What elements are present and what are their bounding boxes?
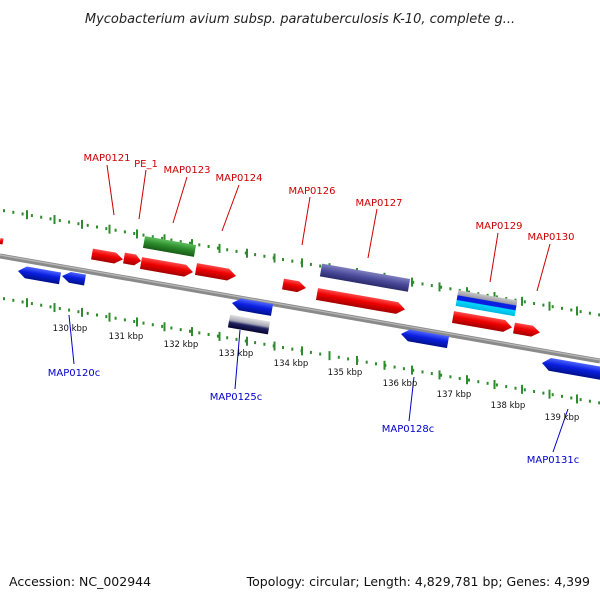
gene-map0120c-b[interactable] bbox=[61, 271, 86, 286]
kbp-label: 137 kbp bbox=[437, 390, 472, 400]
gene-map0126[interactable] bbox=[282, 278, 307, 294]
leader-line bbox=[552, 408, 569, 453]
gene-map0124[interactable] bbox=[194, 263, 237, 282]
kbp-label: 131 kbp bbox=[109, 332, 144, 342]
gene-label-map0131c[interactable]: MAP0131c bbox=[527, 455, 579, 466]
gene-features bbox=[0, 236, 600, 380]
leader-line bbox=[489, 232, 499, 283]
feature-green[interactable] bbox=[142, 236, 197, 257]
kbp-label: 132 kbp bbox=[164, 340, 199, 350]
gene-map0130[interactable] bbox=[513, 322, 541, 338]
genome-backbone bbox=[0, 253, 600, 364]
leader-line bbox=[68, 314, 75, 365]
gene-label-map0121[interactable]: MAP0121 bbox=[84, 153, 131, 164]
label-leader-lines bbox=[68, 164, 569, 453]
gene-map0125c-track[interactable] bbox=[227, 314, 271, 335]
feature-stacked[interactable] bbox=[455, 290, 518, 317]
kbp-scale-labels: 130 kbp 131 kbp 132 kbp 133 kbp 134 kbp … bbox=[53, 324, 580, 423]
kbp-label: 130 kbp bbox=[53, 324, 88, 334]
gene-label-map0124[interactable]: MAP0124 bbox=[216, 173, 263, 184]
map-title: Mycobacterium avium subsp. paratuberculo… bbox=[85, 12, 515, 27]
leader-line bbox=[234, 329, 241, 390]
leader-line bbox=[106, 164, 115, 216]
leader-line bbox=[301, 196, 311, 246]
leader-line bbox=[408, 376, 415, 422]
accession-text: Accession: NC_002944 bbox=[9, 574, 151, 589]
genome-summary-text: Topology: circular; Length: 4,829,781 bp… bbox=[246, 574, 590, 589]
gene-label-map0125c[interactable]: MAP0125c bbox=[210, 392, 262, 403]
gene-map0120c-a[interactable] bbox=[17, 265, 62, 285]
inner-tick-track bbox=[3, 297, 600, 405]
gene-label-map0123[interactable]: MAP0123 bbox=[164, 165, 211, 176]
gene-map0131c[interactable] bbox=[541, 357, 600, 380]
leader-line bbox=[138, 169, 147, 220]
kbp-label: 139 kbp bbox=[545, 413, 580, 423]
gene-left-edge[interactable] bbox=[0, 238, 4, 245]
gene-label-map0130[interactable]: MAP0130 bbox=[528, 232, 575, 243]
gene-label-map0128c[interactable]: MAP0128c bbox=[382, 424, 434, 435]
gene-label-map0126[interactable]: MAP0126 bbox=[289, 186, 336, 197]
leader-line bbox=[367, 208, 378, 259]
kbp-label: 135 kbp bbox=[328, 368, 363, 378]
kbp-label: 136 kbp bbox=[383, 379, 418, 389]
gene-map0125c[interactable] bbox=[231, 297, 274, 316]
kbp-label: 138 kbp bbox=[491, 401, 526, 411]
gene-label-map0120c[interactable]: MAP0120c bbox=[48, 368, 100, 379]
gene-label-map0127[interactable]: MAP0127 bbox=[356, 198, 403, 209]
leader-line bbox=[221, 184, 240, 232]
gene-pe-1[interactable] bbox=[123, 252, 142, 267]
gene-label-map0129[interactable]: MAP0129 bbox=[476, 221, 523, 232]
leader-line bbox=[172, 176, 188, 224]
kbp-label: 134 kbp bbox=[274, 359, 309, 369]
gene-map0123[interactable] bbox=[139, 257, 194, 278]
kbp-label: 133 kbp bbox=[219, 349, 254, 359]
gene-map0129[interactable] bbox=[451, 311, 513, 333]
gene-map0127[interactable] bbox=[315, 288, 406, 315]
reverse-gene-labels: MAP0120c MAP0125c MAP0128c MAP0131c bbox=[48, 368, 579, 466]
feature-purple[interactable] bbox=[319, 263, 411, 292]
gene-map0121[interactable] bbox=[91, 248, 124, 265]
leader-line bbox=[536, 243, 551, 292]
forward-gene-labels: MAP0121 PE_1 MAP0123 MAP0124 MAP0126 MAP… bbox=[84, 153, 575, 243]
gene-label-pe-1[interactable]: PE_1 bbox=[134, 159, 158, 170]
genome-backbone-highlight bbox=[0, 254, 600, 361]
gene-map0128c[interactable] bbox=[400, 328, 450, 349]
